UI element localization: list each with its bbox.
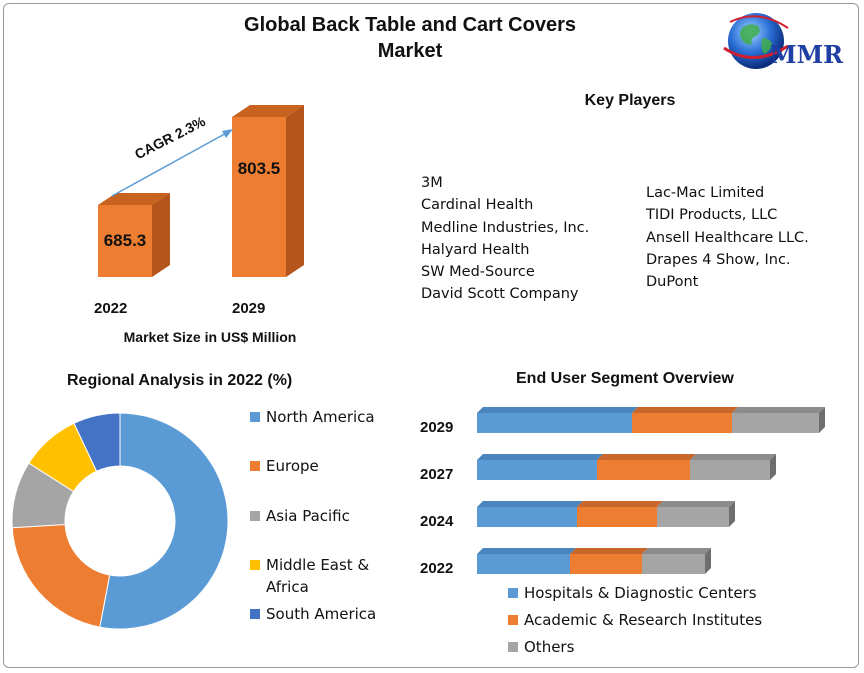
legend-swatch bbox=[250, 412, 260, 422]
segment-bar-top bbox=[477, 548, 576, 554]
segment-bar-side bbox=[705, 548, 711, 574]
segment-bar-2029-3 bbox=[732, 413, 819, 433]
segment-bar-top bbox=[597, 454, 696, 460]
segment-bar-2029-2 bbox=[632, 413, 732, 433]
segment-bar-2027-2 bbox=[597, 460, 690, 480]
segment-bar-2027-1 bbox=[477, 460, 597, 480]
key-players-column-2: Lac-Mac Limited TIDI Products, LLC Ansel… bbox=[646, 182, 809, 293]
bar-2029 bbox=[232, 117, 286, 277]
segment-year-2027: 2027 bbox=[420, 466, 454, 483]
key-player: David Scott Company bbox=[421, 286, 579, 303]
segment-bar-2029-1 bbox=[477, 413, 632, 433]
segment-bar-top bbox=[732, 407, 825, 413]
segment-bar-top bbox=[577, 501, 663, 507]
key-players-title: Key Players bbox=[584, 92, 676, 109]
donut-slice-south-america bbox=[73, 412, 121, 472]
segment-bar-top bbox=[477, 407, 638, 413]
key-players-column-1: 3M Cardinal Health Medline Industries, I… bbox=[421, 172, 589, 306]
bar-value-2022: 685.3 bbox=[103, 231, 147, 250]
market-size-caption: Market Size in US$ Million bbox=[123, 329, 297, 345]
key-player: TIDI Products, LLC bbox=[646, 207, 778, 224]
donut-slice-north-america bbox=[99, 412, 229, 630]
segment-bar-2024-1 bbox=[477, 507, 577, 527]
logo-text: MMR bbox=[770, 40, 844, 69]
bar-top-2022 bbox=[98, 193, 170, 205]
end-user-title: End User Segment Overview bbox=[516, 370, 734, 387]
segment-bar-top bbox=[632, 407, 738, 413]
segment-year-2024: 2024 bbox=[420, 513, 454, 530]
legend-swatch bbox=[250, 609, 260, 619]
segment-bar-top bbox=[642, 548, 711, 554]
regional-title: Regional Analysis in 2022 (%) bbox=[67, 372, 293, 389]
page-title: Global Back Table and Cart Covers Market bbox=[200, 12, 620, 64]
legend-swatch bbox=[508, 642, 518, 652]
segment-year-2022: 2022 bbox=[420, 560, 454, 577]
segment-year-2029: 2029 bbox=[420, 419, 454, 436]
segment-bar-2022-3 bbox=[642, 554, 705, 574]
key-player: Halyard Health bbox=[421, 241, 530, 258]
year-label-2029: 2029 bbox=[232, 300, 266, 317]
legend-swatch bbox=[250, 560, 260, 570]
segment-bar-side bbox=[770, 454, 776, 480]
legend-label: Middle East & bbox=[266, 556, 370, 574]
segment-bar-top bbox=[690, 454, 776, 460]
legend-label: Europe bbox=[266, 457, 319, 475]
segment-bar-top bbox=[657, 501, 735, 507]
title-line-2: Market bbox=[377, 40, 443, 62]
legend-swatch bbox=[250, 511, 260, 521]
legend-label: Hospitals & Diagnostic Centers bbox=[524, 584, 757, 602]
donut-slice-europe bbox=[11, 523, 111, 628]
key-player: Ansell Healthcare LLC. bbox=[646, 229, 809, 246]
title-line-1: Global Back Table and Cart Covers bbox=[244, 14, 576, 36]
segment-bar-2024-2 bbox=[577, 507, 657, 527]
legend-label: Academic & Research Institutes bbox=[524, 611, 763, 629]
key-player: Lac-Mac Limited bbox=[646, 185, 765, 201]
infographic-frame bbox=[3, 3, 859, 668]
segment-bar-top bbox=[477, 454, 603, 460]
bar-value-2029: 803.5 bbox=[237, 159, 281, 178]
segment-bar-2024-3 bbox=[657, 507, 729, 527]
bar-side-2029 bbox=[286, 105, 304, 277]
legend-swatch bbox=[250, 461, 260, 471]
year-label-2022: 2022 bbox=[94, 300, 128, 317]
globe-icon bbox=[723, 13, 789, 69]
segment-bar-side bbox=[819, 407, 825, 433]
key-player: 3M bbox=[421, 175, 443, 191]
legend-label: North America bbox=[266, 408, 375, 426]
bar-top-2029 bbox=[232, 105, 304, 117]
legend-label: Africa bbox=[266, 578, 309, 596]
segment-bar-2027-3 bbox=[690, 460, 770, 480]
key-player: DuPont bbox=[646, 274, 699, 291]
bar-2022 bbox=[98, 205, 152, 277]
segment-bar-side bbox=[729, 501, 735, 527]
cagr-arrow bbox=[111, 130, 231, 197]
legend-label: South America bbox=[266, 605, 377, 623]
key-player: Cardinal Health bbox=[421, 197, 534, 214]
segment-bar-top bbox=[570, 548, 648, 554]
key-player: Medline Industries, Inc. bbox=[421, 219, 590, 236]
segment-bar-top bbox=[477, 501, 583, 507]
legend-swatch bbox=[508, 615, 518, 625]
legend-label: Others bbox=[524, 638, 575, 656]
bar-side-2022 bbox=[152, 193, 170, 277]
segment-bar-2022-2 bbox=[570, 554, 642, 574]
key-player: SW Med-Source bbox=[421, 264, 535, 281]
legend-swatch bbox=[508, 588, 518, 598]
key-player: Drapes 4 Show, Inc. bbox=[646, 251, 791, 268]
cagr-arrowhead bbox=[222, 129, 233, 138]
segment-bar-2022-1 bbox=[477, 554, 570, 574]
legend-label: Asia Pacific bbox=[266, 507, 350, 525]
